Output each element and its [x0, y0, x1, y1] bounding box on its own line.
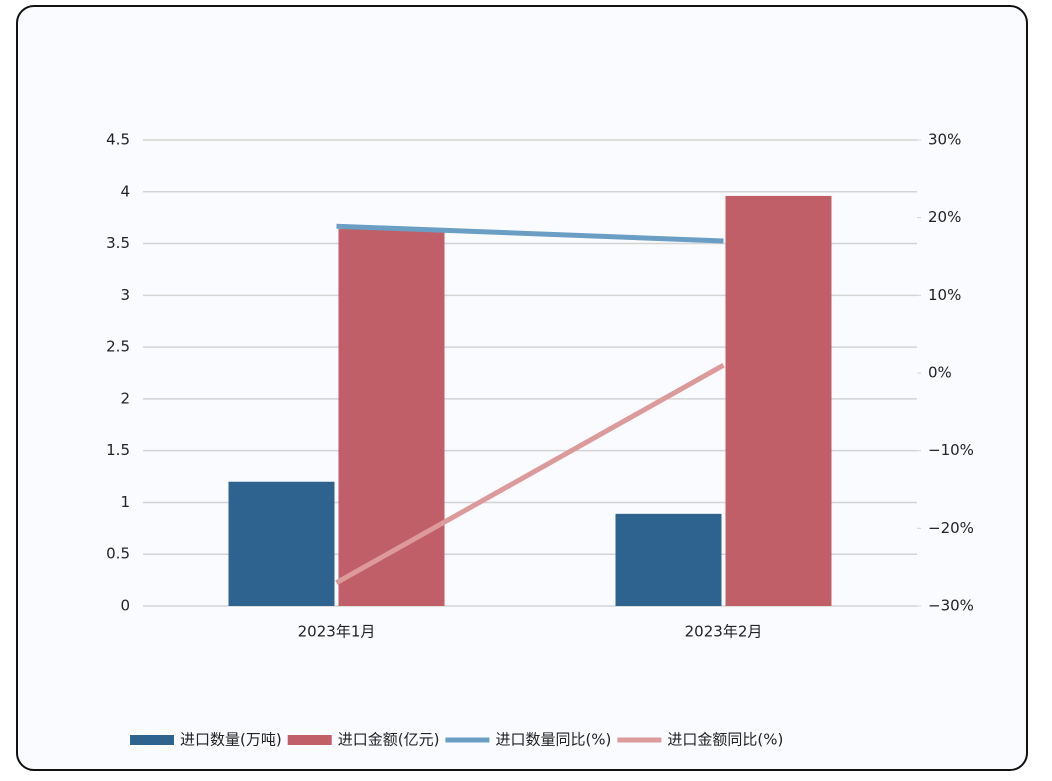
legend-label: 进口金额同比(%): [667, 731, 783, 749]
bar: [615, 513, 722, 606]
y2-tick-label: 20%: [928, 208, 961, 226]
legend-swatch: [287, 735, 332, 745]
x-tick-label: 2023年1月: [298, 623, 376, 641]
y-tick-label: 4: [120, 182, 130, 200]
y-tick-label: 0: [120, 597, 130, 615]
y2-tick-label: 30%: [928, 131, 961, 149]
legend-label: 进口数量(万吨): [180, 731, 282, 749]
legend-swatch: [130, 735, 174, 745]
bar: [338, 229, 445, 606]
y-tick-label: 3.5: [106, 234, 130, 252]
line: [335, 363, 725, 585]
line: [336, 223, 724, 244]
legend-label: 进口金额(亿元): [338, 731, 440, 749]
y-tick-label: 1: [120, 493, 130, 511]
y2-tick-label: −20%: [928, 519, 974, 537]
y-tick-label: 3: [120, 286, 130, 304]
y-tick-label: 0.5: [106, 545, 130, 563]
bar: [725, 195, 832, 607]
x-tick-label: 2023年2月: [685, 623, 763, 641]
y2-tick-label: −30%: [928, 597, 974, 615]
y-tick-label: 4.5: [106, 131, 130, 149]
bar: [228, 481, 335, 606]
y2-tick-label: 10%: [928, 286, 961, 304]
y-tick-label: 2.5: [106, 338, 130, 356]
y-tick-label: 2: [120, 389, 130, 407]
chart-frame: [16, 5, 1028, 771]
legend-label: 进口数量同比(%): [495, 731, 611, 749]
y-tick-label: 1.5: [106, 441, 130, 459]
y2-tick-label: 0%: [928, 364, 952, 382]
y2-tick-label: −10%: [928, 441, 974, 459]
